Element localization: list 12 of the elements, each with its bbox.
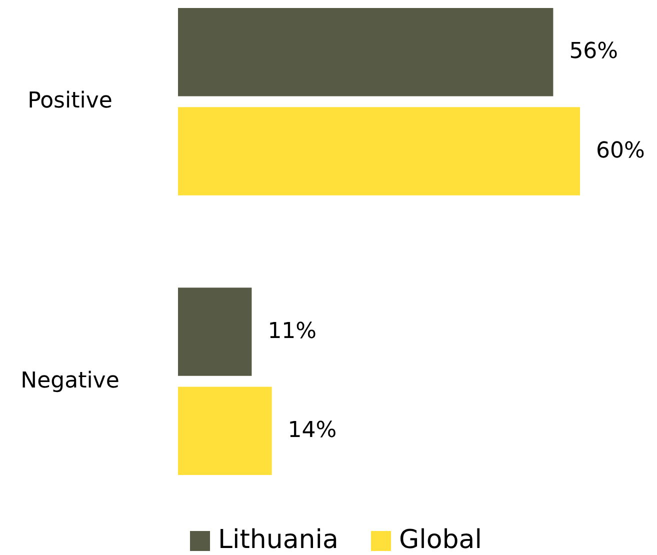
bar [178,8,554,96]
data-label: 56% [569,39,618,64]
bar [178,107,580,196]
legend-label: Global [399,525,482,555]
y-tick-label: Negative [20,368,120,394]
data-label: 11% [268,318,317,344]
data-label: 60% [596,138,645,164]
y-tick-label: Positive [28,88,112,114]
bar [178,288,252,376]
bar [178,386,272,475]
legend-label: Lithuania [218,525,338,555]
data-label: 14% [288,418,337,443]
